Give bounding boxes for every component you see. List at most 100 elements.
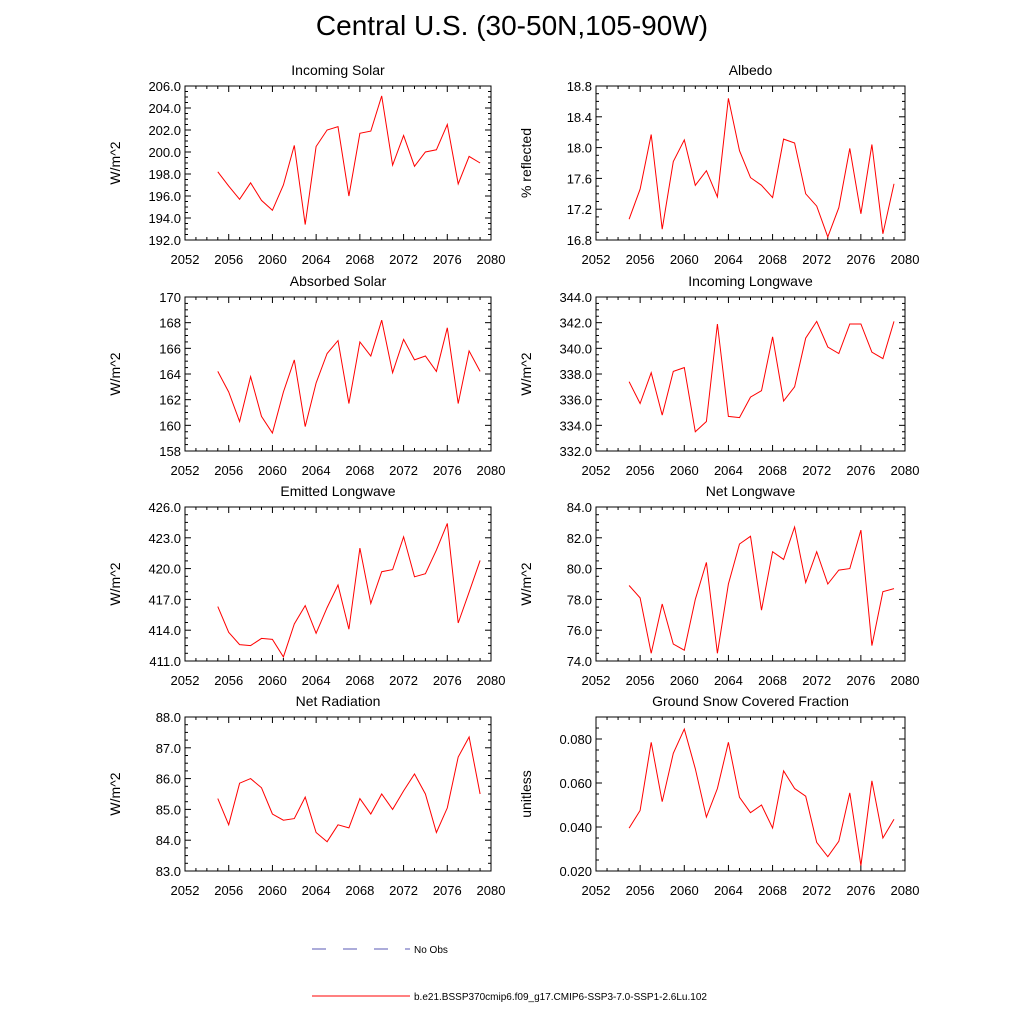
y-tick-label: 168 (159, 316, 181, 331)
y-tick-label: 200.0 (148, 145, 181, 160)
y-tick-label: 420.0 (148, 562, 181, 577)
chart-panel: Absorbed Solar W/m^2 2052 2056 2060 2064 2068 2… (107, 273, 505, 478)
y-tick-label: 78.0 (567, 592, 592, 607)
y-tick-label: 0.060 (559, 776, 592, 791)
y-tick-label: 344.0 (559, 290, 592, 305)
series-line (217, 319, 481, 435)
y-tick-label: 411.0 (149, 654, 181, 669)
y-axis-label: W/m^2 (107, 772, 123, 815)
x-tick-label: 2076 (846, 883, 875, 898)
x-tick-label: 2072 (389, 252, 418, 267)
x-tick-label: 2052 (582, 463, 611, 478)
chart-title: Net Longwave (706, 483, 796, 499)
x-tick-label: 2052 (582, 252, 611, 267)
x-tick-label: 2076 (846, 252, 875, 267)
y-tick-label: 414.0 (148, 623, 181, 638)
x-tick-label: 2060 (258, 463, 287, 478)
x-tick-label: 2080 (891, 883, 920, 898)
y-tick-label: 338.0 (559, 367, 592, 382)
x-tick-label: 2064 (714, 883, 743, 898)
chart-title: Absorbed Solar (290, 273, 387, 289)
y-tick-label: 192.0 (148, 233, 181, 248)
y-tick-label: 82.0 (567, 531, 592, 546)
x-tick-label: 2052 (582, 673, 611, 688)
series-line (628, 98, 895, 239)
x-tick-label: 2068 (758, 673, 787, 688)
chart-title: Incoming Solar (291, 62, 385, 78)
y-tick-label: 84.0 (156, 833, 181, 848)
y-tick-label: 202.0 (148, 123, 181, 138)
x-tick-label: 2060 (258, 252, 287, 267)
y-tick-label: 336.0 (559, 393, 592, 408)
x-tick-label: 2064 (714, 252, 743, 267)
series-line (628, 320, 895, 433)
series-line (628, 525, 895, 654)
x-tick-label: 2068 (758, 463, 787, 478)
y-tick-label: 196.0 (148, 189, 181, 204)
x-tick-label: 2056 (214, 883, 243, 898)
plot-frame (184, 296, 492, 452)
y-tick-label: 423.0 (148, 531, 181, 546)
chart-panel: Incoming Solar W/m^2 2052 2056 2060 2064 2068 2… (107, 62, 505, 267)
y-axis-label: unitless (518, 770, 534, 817)
y-tick-label: 83.0 (156, 864, 181, 879)
x-tick-label: 2056 (626, 252, 655, 267)
y-tick-label: 332.0 (559, 444, 592, 459)
plot-frame (184, 85, 492, 241)
plot-frame (184, 716, 492, 872)
y-tick-label: 340.0 (559, 341, 592, 356)
x-tick-label: 2080 (477, 463, 506, 478)
x-tick-label: 2064 (714, 673, 743, 688)
series-line (217, 95, 481, 225)
chart-panels: Incoming Solar W/m^2 2052 2056 2060 2064 2068 2… (107, 62, 919, 898)
x-tick-label: 2056 (626, 463, 655, 478)
x-tick-label: 2080 (477, 673, 506, 688)
x-tick-label: 2068 (345, 673, 374, 688)
chart-panel: Emitted Longwave W/m^2 2052 2056 2060 2064 206… (107, 483, 505, 688)
legend-obs-label: No Obs (414, 945, 448, 956)
x-tick-label: 2068 (345, 252, 374, 267)
chart-title: Ground Snow Covered Fraction (652, 693, 849, 709)
x-tick-label: 2060 (670, 463, 699, 478)
series-line (217, 523, 481, 659)
chart-panel: Net Radiation W/m^2 2052 2056 2060 2064 2068 20… (107, 693, 505, 898)
chart-panel: Albedo % reflected 2052 2056 2060 2064 2068 207… (518, 62, 919, 267)
page-title: Central U.S. (30-50N,105-90W) (315, 10, 709, 41)
x-tick-label: 2076 (433, 252, 462, 267)
x-tick-label: 2052 (171, 673, 200, 688)
x-tick-label: 2064 (302, 463, 331, 478)
x-tick-label: 2080 (477, 883, 506, 898)
x-tick-label: 2072 (802, 883, 831, 898)
chart-panel: Ground Snow Covered Fraction unitless 2052… (518, 693, 919, 898)
x-tick-label: 2060 (670, 673, 699, 688)
x-tick-label: 2076 (433, 673, 462, 688)
x-tick-label: 2052 (171, 883, 200, 898)
y-axis-label: W/m^2 (518, 352, 534, 395)
y-axis-label: W/m^2 (107, 352, 123, 395)
x-tick-label: 2076 (846, 463, 875, 478)
x-tick-label: 2080 (477, 252, 506, 267)
y-axis-label: W/m^2 (518, 562, 534, 605)
y-tick-label: 17.2 (567, 202, 592, 217)
y-tick-label: 86.0 (156, 772, 181, 787)
y-tick-label: 158 (159, 444, 181, 459)
y-tick-label: 87.0 (156, 741, 181, 756)
y-tick-label: 162 (159, 393, 181, 408)
x-tick-label: 2072 (802, 252, 831, 267)
y-tick-label: 18.4 (567, 110, 592, 125)
x-tick-label: 2056 (214, 463, 243, 478)
x-tick-label: 2060 (258, 673, 287, 688)
y-tick-label: 0.020 (559, 864, 592, 879)
x-tick-label: 2064 (302, 883, 331, 898)
y-axis-label: W/m^2 (107, 562, 123, 605)
chart-title: Emitted Longwave (280, 483, 395, 499)
plot-frame (595, 296, 906, 452)
plot-frame (595, 506, 906, 662)
y-axis-label: W/m^2 (107, 141, 123, 184)
x-tick-label: 2080 (891, 463, 920, 478)
x-tick-label: 2064 (302, 252, 331, 267)
x-tick-label: 2068 (758, 252, 787, 267)
x-tick-label: 2064 (714, 463, 743, 478)
x-tick-label: 2076 (846, 673, 875, 688)
